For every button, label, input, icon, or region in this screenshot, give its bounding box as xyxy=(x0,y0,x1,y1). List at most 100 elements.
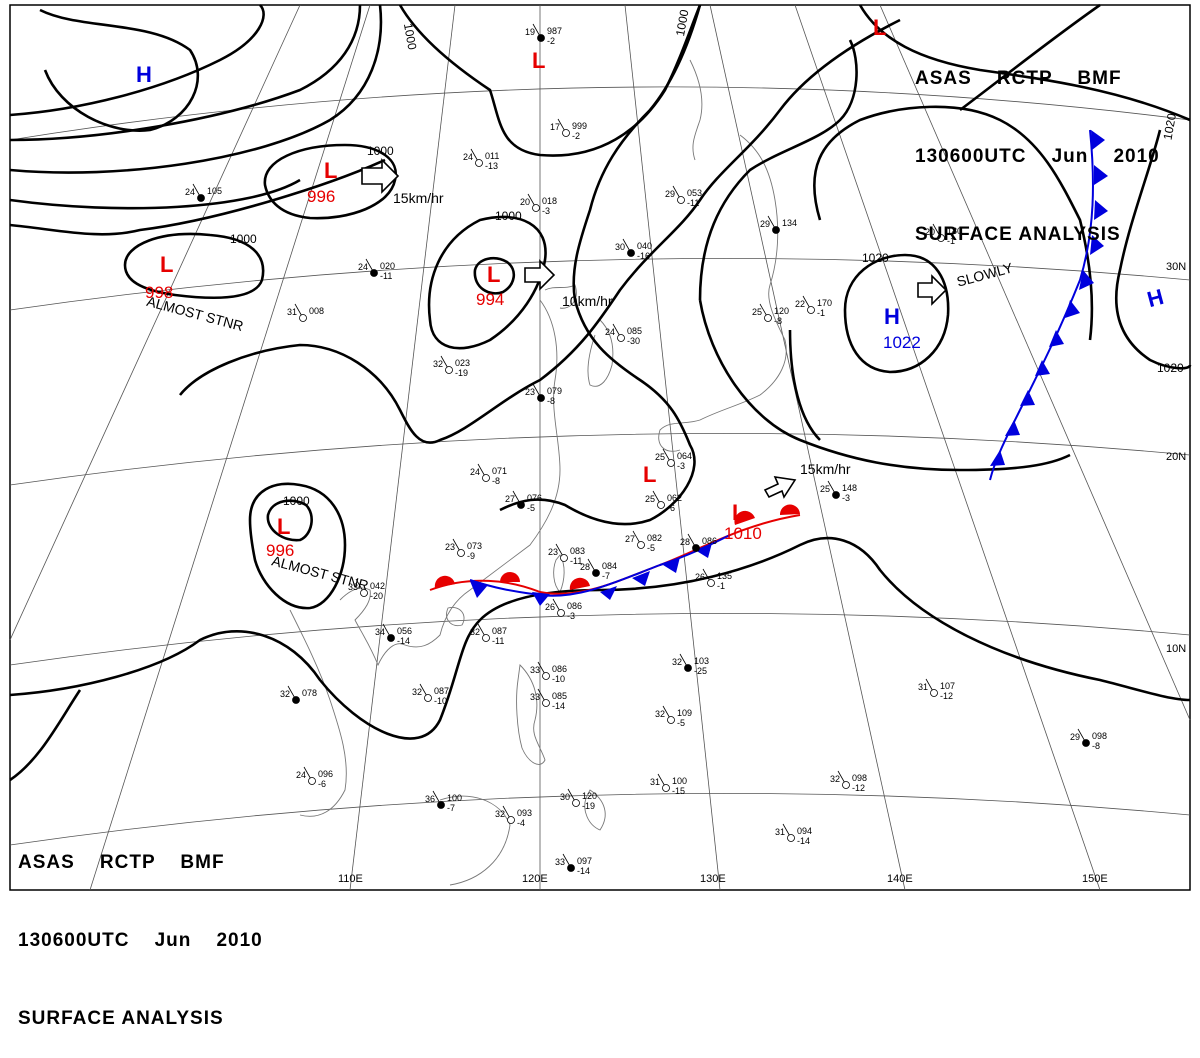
station-plot: 32 078 xyxy=(280,685,317,704)
station-temp: 25 xyxy=(820,484,830,494)
motion-arrow xyxy=(524,259,556,291)
station-temp: 24 xyxy=(605,327,615,337)
lon-line-100e xyxy=(89,4,371,891)
station-pressure: 120 xyxy=(582,791,597,801)
station-temp: 28 xyxy=(580,562,590,572)
station-temp: 24 xyxy=(470,467,480,477)
station-pressure: 071 xyxy=(492,466,507,476)
lon-label: 130E xyxy=(700,873,726,885)
station-temp: 31 xyxy=(650,777,660,787)
station-tendency: -11 xyxy=(380,271,392,281)
low-center-1010: L xyxy=(732,500,745,525)
coast-luzon xyxy=(516,664,546,765)
station-tendency: -13 xyxy=(485,161,498,171)
station-tendency: -1 xyxy=(717,581,725,591)
station-pressure: 097 xyxy=(577,856,592,866)
station-circle xyxy=(930,689,938,697)
station-plot: 29 053-11 xyxy=(665,185,702,208)
station-plot: 23 073-9 xyxy=(445,538,482,561)
station-temp: 26 xyxy=(695,572,705,582)
station-temp: 20 xyxy=(925,227,935,237)
coast-korea xyxy=(587,319,614,387)
isobar-low-994-inner xyxy=(473,256,516,295)
station-circle xyxy=(424,694,432,702)
isobar xyxy=(788,329,821,441)
station-pressure: 134 xyxy=(782,218,797,228)
isobar-low-998-west xyxy=(123,232,265,300)
station-circle xyxy=(627,249,635,257)
high-center-east: H xyxy=(1144,284,1166,312)
station-circle xyxy=(667,459,675,467)
station-temp: 29 xyxy=(665,189,675,199)
station-circle xyxy=(299,314,307,322)
station-tendency: -2 xyxy=(572,131,580,141)
station-pressure: 999 xyxy=(572,121,587,131)
isobar xyxy=(9,536,1191,740)
station-tendency: -14 xyxy=(797,836,810,846)
station-plot: 24 085-30 xyxy=(605,323,642,346)
station-tendency: -4 xyxy=(517,818,525,828)
station-tendency: -3 xyxy=(567,611,575,621)
station-tendency: -19 xyxy=(455,368,468,378)
station-temp: 27 xyxy=(625,534,635,544)
station-pressure: 148 xyxy=(842,483,857,493)
isobars xyxy=(9,3,1192,782)
station-temp: 29 xyxy=(760,219,770,229)
station-pressure: 084 xyxy=(602,561,617,571)
lat-line-40n xyxy=(9,86,1191,141)
station-circle xyxy=(842,781,850,789)
lon-line-150e xyxy=(794,4,1101,891)
station-tendency: -5 xyxy=(677,718,685,728)
station-pressure: 100 xyxy=(672,776,687,786)
title-line-1: ASAS RCTP BMF xyxy=(18,852,225,873)
station-circle xyxy=(1082,739,1090,747)
station-plot: 23 083-11 xyxy=(548,543,585,566)
station-temp: 32 xyxy=(655,709,665,719)
station-plot: 19 987-2 xyxy=(525,23,562,46)
station-circle xyxy=(537,394,545,402)
station-tendency: -7 xyxy=(447,803,455,813)
station-plot: 25 062-6 xyxy=(645,490,682,513)
station-circle xyxy=(482,474,490,482)
station-tendency: -12 xyxy=(940,691,953,701)
station-tendency: -16 xyxy=(637,251,650,261)
station-pressure: 018 xyxy=(542,196,557,206)
isobar-label: 1000 xyxy=(673,8,691,37)
station-tendency: -5 xyxy=(527,503,535,513)
isobar xyxy=(698,39,858,301)
station-pressure: 086 xyxy=(567,601,582,611)
station-tendency: -14 xyxy=(552,701,565,711)
station-temp: 31 xyxy=(775,827,785,837)
station-pressure: 109 xyxy=(677,708,692,718)
station-tendency: -14 xyxy=(577,866,590,876)
station-temp: 24 xyxy=(296,770,306,780)
station-circle xyxy=(567,864,575,872)
isobar xyxy=(1114,129,1192,370)
station-temp: 23 xyxy=(548,547,558,557)
isobar-low-994 xyxy=(427,215,547,350)
isobar xyxy=(39,8,200,132)
station-tendency: -11 xyxy=(570,556,582,566)
station-circle xyxy=(832,491,840,499)
low-value-1010: 1010 xyxy=(724,524,762,543)
weather-map: L 996 L 998 L 994 L 996 L 1010 H 1022 H … xyxy=(9,3,1192,891)
station-circle xyxy=(684,664,692,672)
motion-arrow xyxy=(763,475,797,499)
station-circle xyxy=(764,314,772,322)
station-circle xyxy=(457,549,465,557)
lon-line-160e xyxy=(879,4,1191,721)
station-plot: 24 020-11 xyxy=(358,258,395,281)
station-tendency: -25 xyxy=(694,666,707,676)
station-plot: 31 107-12 xyxy=(918,678,955,701)
low-value-996-south: 996 xyxy=(266,541,294,560)
station-temp: 27 xyxy=(505,494,515,504)
isobar-label: 1000 xyxy=(367,144,394,158)
station-pressure: 008 xyxy=(309,306,324,316)
title-line-3: SURFACE ANALYSIS xyxy=(18,1008,224,1029)
isobar xyxy=(812,105,1094,341)
coast-borneo xyxy=(439,795,511,886)
pressure-symbols: L 996 L 998 L 994 L 996 L 1010 H 1022 H … xyxy=(136,15,1166,560)
lon-label: 150E xyxy=(1082,873,1108,885)
station-plot: 24 105 xyxy=(185,183,222,202)
